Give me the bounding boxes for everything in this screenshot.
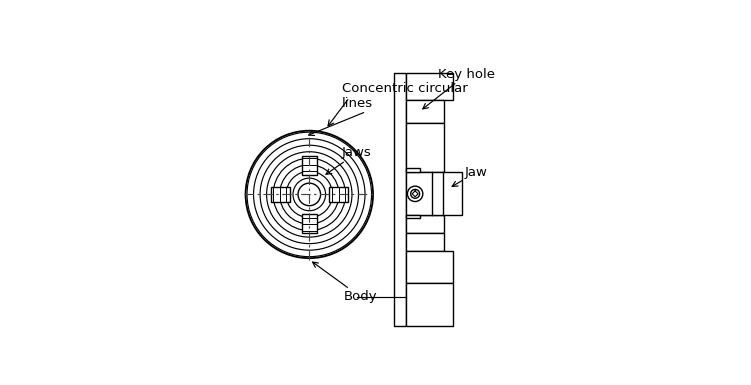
Bar (406, 73, 453, 100)
Bar (271, 187, 290, 202)
Bar (328, 187, 348, 202)
Circle shape (411, 189, 420, 198)
Bar (406, 168, 421, 172)
Circle shape (408, 186, 423, 201)
Circle shape (246, 131, 373, 258)
Bar (302, 156, 317, 175)
Text: Body: Body (312, 262, 377, 303)
Bar (406, 251, 453, 283)
Text: Jaw: Jaw (452, 166, 488, 186)
Bar (406, 283, 453, 326)
Bar (406, 215, 444, 233)
Circle shape (298, 183, 321, 206)
Bar (406, 215, 421, 218)
Text: Key hole: Key hole (423, 68, 495, 109)
Bar (394, 73, 406, 326)
Bar (406, 172, 462, 215)
Text: Jaws: Jaws (326, 146, 372, 174)
Bar (302, 214, 317, 233)
Bar (406, 123, 444, 172)
Bar (406, 100, 444, 123)
Text: Concentric circular
lines: Concentric circular lines (309, 82, 468, 136)
Bar (406, 233, 444, 251)
